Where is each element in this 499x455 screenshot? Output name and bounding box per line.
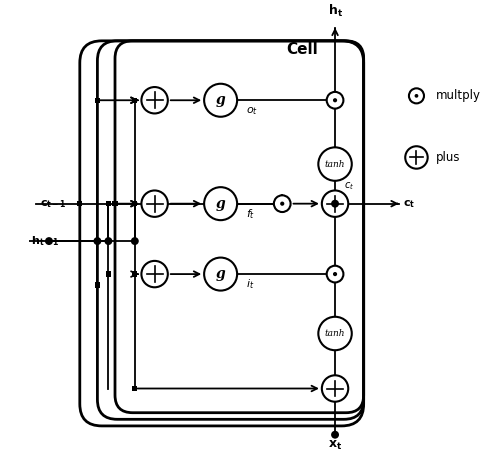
Bar: [132, 272, 137, 277]
Circle shape: [318, 317, 352, 350]
Circle shape: [331, 200, 339, 207]
Text: Cell: Cell: [286, 42, 318, 57]
Bar: [132, 98, 137, 103]
Bar: [112, 201, 118, 206]
Circle shape: [204, 187, 237, 220]
Circle shape: [327, 92, 343, 109]
Circle shape: [318, 147, 352, 181]
Text: $c_t$: $c_t$: [344, 180, 354, 192]
Text: g: g: [216, 267, 226, 281]
Text: $o_t$: $o_t$: [246, 106, 258, 117]
Circle shape: [141, 191, 168, 217]
Circle shape: [415, 94, 418, 98]
Circle shape: [204, 258, 237, 291]
Circle shape: [131, 237, 139, 245]
Circle shape: [322, 375, 348, 402]
Text: $\mathbf{h_t}$: $\mathbf{h_t}$: [327, 3, 342, 19]
Text: g: g: [216, 93, 226, 107]
Text: $\mathbf{c_t}$: $\mathbf{c_t}$: [403, 198, 416, 210]
Circle shape: [327, 266, 343, 283]
Text: multply: multply: [436, 89, 481, 102]
Text: $i_t$: $i_t$: [246, 277, 254, 291]
Circle shape: [141, 87, 168, 113]
Circle shape: [331, 431, 339, 439]
Circle shape: [93, 237, 101, 245]
Text: tanh: tanh: [325, 160, 345, 168]
Text: $\mathbf{x_t}$: $\mathbf{x_t}$: [328, 439, 342, 452]
Bar: [132, 201, 137, 206]
Circle shape: [405, 146, 428, 169]
Circle shape: [333, 98, 337, 102]
Bar: [95, 283, 100, 288]
Circle shape: [45, 237, 53, 245]
Bar: [106, 201, 111, 206]
Circle shape: [322, 191, 348, 217]
Circle shape: [274, 195, 290, 212]
Circle shape: [280, 202, 284, 206]
Text: $\mathbf{c_{t-1}}$: $\mathbf{c_{t-1}}$: [40, 198, 67, 210]
Text: $\mathbf{h_{t-1}}$: $\mathbf{h_{t-1}}$: [31, 234, 59, 248]
Text: tanh: tanh: [325, 329, 345, 338]
Text: plus: plus: [436, 151, 461, 164]
Circle shape: [333, 272, 337, 276]
Text: g: g: [216, 197, 226, 211]
Circle shape: [409, 88, 424, 103]
Bar: [112, 201, 118, 206]
Circle shape: [104, 237, 112, 245]
Text: $f_t$: $f_t$: [246, 207, 255, 221]
Bar: [95, 98, 100, 103]
Bar: [77, 201, 82, 206]
Circle shape: [204, 84, 237, 117]
Bar: [106, 272, 111, 277]
Circle shape: [141, 261, 168, 287]
Bar: [132, 386, 137, 391]
